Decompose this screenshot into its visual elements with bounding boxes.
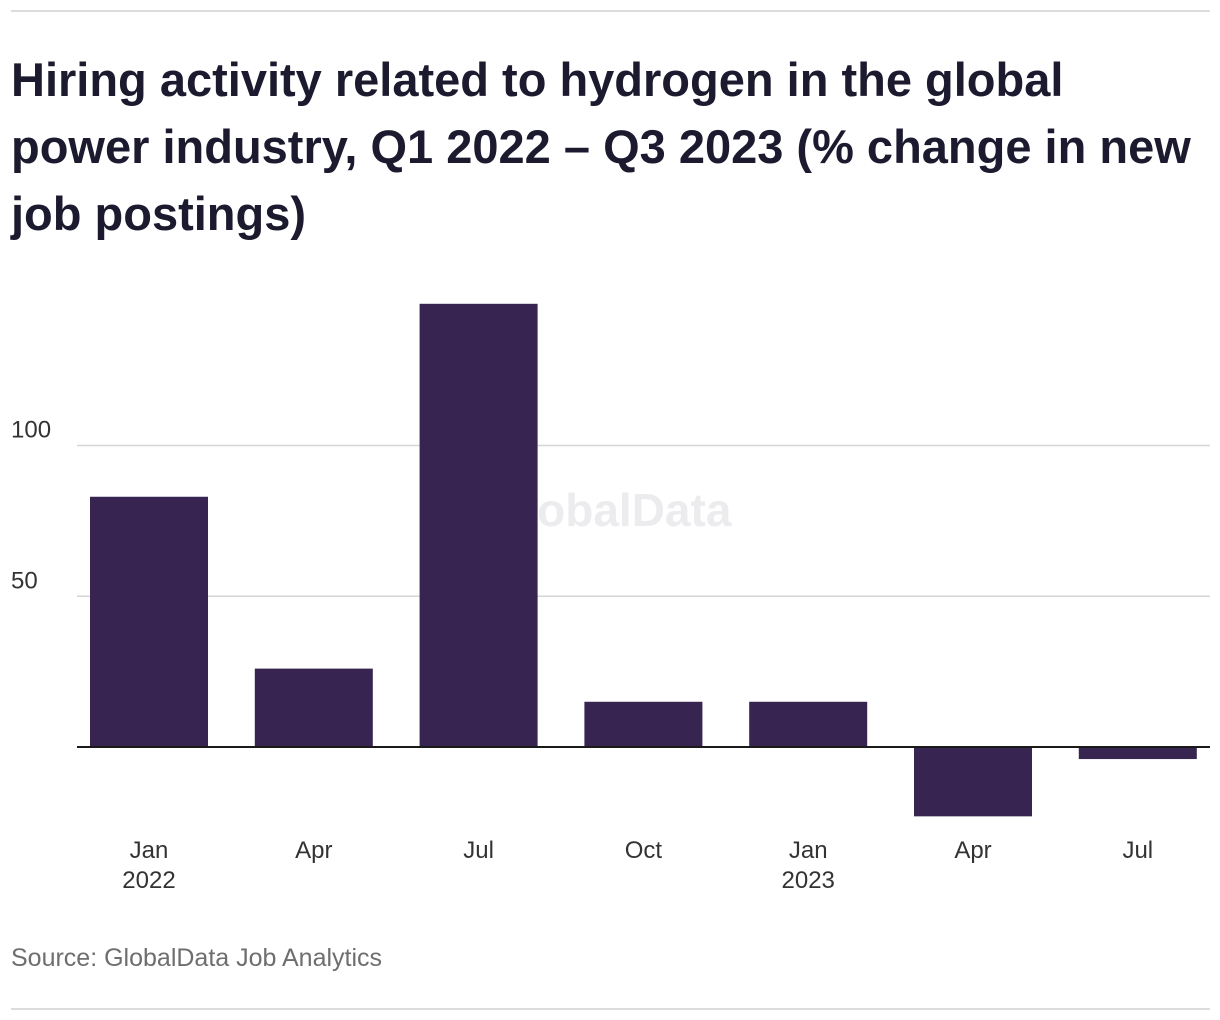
x-tick-label: Jan: [789, 837, 828, 864]
x-tick-label: Jan: [130, 837, 169, 864]
bars: [90, 303, 1197, 817]
bar-7: [1078, 747, 1197, 760]
bar-1: [90, 496, 208, 747]
y-tick-label: 50: [11, 567, 38, 594]
bar-5: [749, 701, 868, 747]
bar-3: [419, 303, 538, 747]
x-tick-label: Apr: [295, 837, 332, 864]
bar-2: [254, 668, 373, 747]
x-tick-label: Apr: [954, 837, 991, 864]
x-tick-year-label: 2022: [122, 867, 175, 894]
source-note: Source: GlobalData Job Analytics: [11, 944, 383, 972]
x-tick-year-label: 2023: [782, 867, 835, 894]
y-tick-label: 100: [11, 417, 51, 444]
top-rule: [11, 10, 1210, 12]
gridlines: [77, 444, 1210, 597]
bar-6: [914, 747, 1032, 817]
x-tick-label: Oct: [625, 837, 663, 864]
bottom-rule: [11, 1008, 1210, 1010]
chart-title: Hiring activity related to hydrogen in t…: [11, 53, 1191, 240]
bar-4: [584, 701, 703, 747]
y-axis-ticks: 50 100: [11, 417, 51, 595]
x-tick-label: Jul: [463, 837, 494, 864]
x-axis-ticks: Jan 2022 Apr Jul Oct Jan 2023 Apr Jul: [122, 837, 1153, 894]
x-tick-label: Jul: [1122, 837, 1153, 864]
